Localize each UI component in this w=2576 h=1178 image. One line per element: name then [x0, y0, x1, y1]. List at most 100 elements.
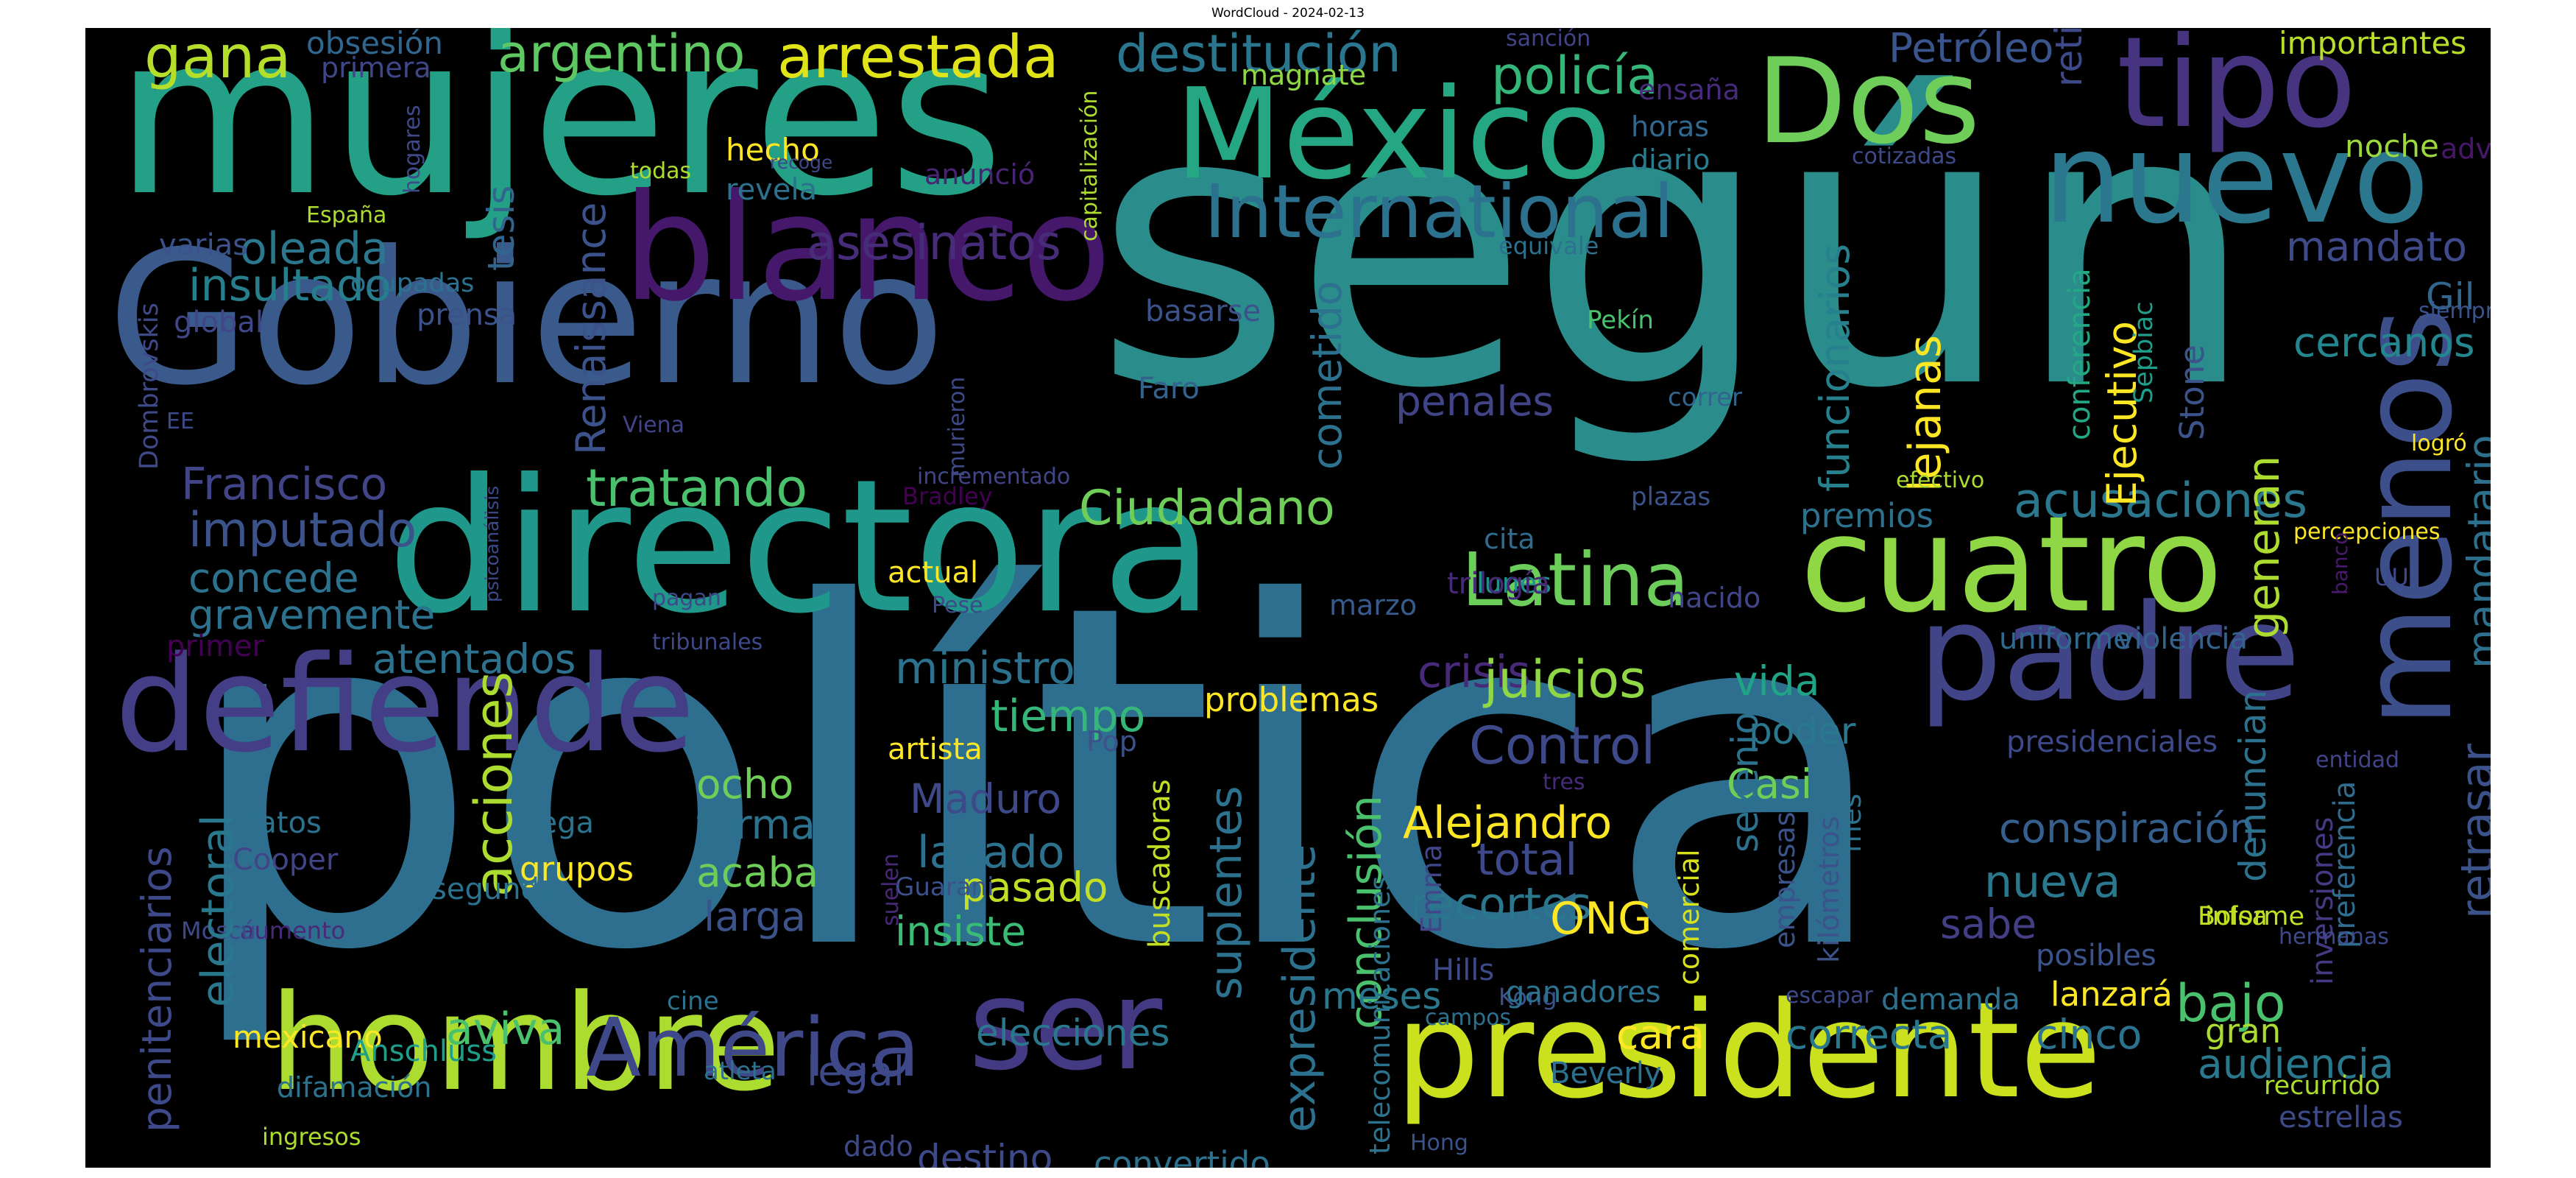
word-42: cotizadas — [1852, 144, 1957, 169]
word-140: Pop — [1086, 725, 1137, 758]
word-198: recurrido — [2264, 1071, 2381, 1101]
word-190: escapar — [1786, 983, 1873, 1009]
word-54: conferencia — [2063, 268, 2097, 440]
wordcloud-canvas: según política mujeres directora Gobierno bla… — [85, 28, 2491, 1168]
word-122: tres — [1543, 769, 1585, 795]
word-61: premios — [1800, 496, 1934, 535]
word-149: niega — [512, 806, 594, 840]
word-93: retrasar — [2452, 744, 2491, 919]
word-138: legal — [807, 1048, 905, 1095]
word-127: insiste — [895, 908, 1027, 955]
word-89: uniforme — [1999, 622, 2131, 656]
word-147: aviva — [446, 1004, 565, 1055]
word-74: Bradley — [902, 482, 993, 510]
word-121: buscadoras — [1143, 779, 1177, 948]
word-72: Faro — [1138, 372, 1200, 406]
word-35: tesis — [480, 185, 523, 271]
word-52: funcionarios — [1811, 243, 1858, 492]
word-60: efectivo — [1896, 468, 1985, 493]
word-120: Hills — [1432, 953, 1495, 987]
word-25: policía — [1491, 46, 1658, 106]
word-110: ONG — [1550, 893, 1652, 945]
word-98: denuncian — [2232, 689, 2274, 882]
word-172: prensa — [417, 298, 517, 332]
word-193: Hong — [1410, 1130, 1468, 1156]
word-15: hombre — [269, 967, 781, 1121]
word-20: Latina — [1462, 537, 1689, 623]
word-34: insultado — [188, 260, 392, 311]
word-187: audiencia — [2198, 1040, 2394, 1087]
word-116: suplentes — [1200, 786, 1252, 1000]
word-57: Sepbiac — [2129, 301, 2159, 403]
word-16: presidente — [1395, 974, 2102, 1128]
word-186: cinco — [2036, 1011, 2142, 1058]
word-65: Pekín — [1587, 306, 1654, 335]
word-7: México — [1175, 62, 1612, 208]
word-12: cuatro — [1800, 488, 2223, 642]
word-88: poder — [1749, 710, 1856, 752]
word-175: varias — [159, 228, 249, 262]
word-124: Maduro — [910, 775, 1061, 822]
word-90: violencia — [2117, 622, 2248, 656]
word-21: arrestada — [777, 28, 1059, 91]
word-109: recortes — [1410, 878, 1592, 930]
word-128: ocho — [696, 761, 794, 808]
word-17: ser — [969, 953, 1163, 1098]
word-176: España — [306, 202, 387, 228]
word-11: menos — [2335, 307, 2480, 727]
word-131: larga — [704, 893, 807, 940]
word-13: padre — [1918, 576, 2301, 730]
word-150: datos — [240, 806, 322, 840]
word-56: Stone — [2173, 345, 2212, 440]
word-68: equivale — [1498, 232, 1599, 260]
word-197: gran — [2205, 1012, 2282, 1051]
word-28: importantes — [2279, 28, 2467, 61]
word-14: defiende — [115, 628, 696, 782]
word-45: advierten — [2441, 133, 2491, 165]
word-64: banco — [2328, 532, 2352, 595]
word-51: acusaciones — [2014, 473, 2308, 529]
word-167: tribunales — [652, 629, 763, 655]
word-31: sanción — [1506, 28, 1591, 52]
word-83: tiempo — [991, 691, 1146, 742]
word-39: ensaña — [1638, 74, 1740, 106]
word-23: argentino — [498, 28, 746, 84]
word-48: Gil — [2426, 275, 2475, 318]
word-153: aumento — [240, 917, 346, 945]
word-26: Petróleo — [1889, 28, 2054, 71]
word-63: UU — [2374, 563, 2409, 591]
word-106: Bolsa — [2198, 902, 2268, 931]
word-95: Casi — [1727, 761, 1813, 808]
word-33: oleada — [240, 223, 389, 275]
word-155: electoral — [192, 814, 244, 1007]
word-97: conspiración — [1999, 805, 2255, 852]
word-179: recoge — [770, 152, 833, 173]
word-129: forma — [696, 801, 815, 848]
word-36: hecho — [726, 132, 820, 168]
word-112: empresas — [1769, 811, 1801, 948]
word-70: cometido — [1303, 281, 1351, 470]
word-38: anunció — [924, 158, 1036, 191]
word-67: plazas — [1631, 482, 1711, 512]
word-79: trilogía — [1447, 567, 1550, 601]
word-156: penitenciarios — [133, 846, 180, 1132]
word-166: primer — [166, 629, 264, 663]
word-139: atleta — [704, 1057, 776, 1086]
word-47: mandato — [2286, 223, 2467, 270]
word-101: total — [1476, 834, 1578, 886]
word-27: obsesión — [306, 28, 443, 61]
word-2: política — [181, 504, 1894, 1053]
word-8: Dos — [1756, 32, 1981, 170]
word-24: destitución — [1116, 28, 1401, 84]
word-133: suelen — [878, 853, 904, 926]
word-173: global — [174, 306, 263, 339]
word-182: EE — [166, 409, 194, 434]
word-164: imputado — [188, 503, 417, 558]
word-50: mandatario — [2459, 434, 2491, 669]
word-171: Renaissance — [567, 202, 615, 455]
word-4: directora — [387, 440, 1214, 654]
word-178: todas — [630, 158, 692, 184]
word-158: Anschluss — [350, 1034, 498, 1068]
word-191: campos — [1425, 1005, 1512, 1031]
word-141: artista — [888, 733, 983, 766]
